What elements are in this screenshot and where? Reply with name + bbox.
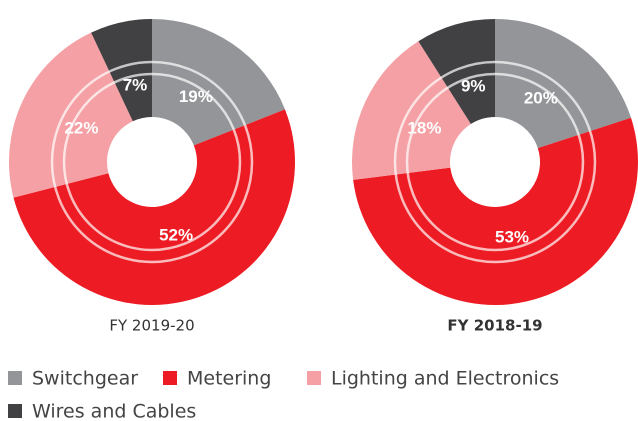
data-label: 19%: [179, 87, 213, 106]
donut-slice: [91, 19, 152, 122]
donut-slice: [495, 19, 632, 149]
data-label: 18%: [407, 118, 441, 137]
data-label: 52%: [159, 226, 193, 245]
donut-slice: [352, 41, 471, 180]
donut-slice: [152, 19, 285, 146]
legend-swatch: [163, 371, 177, 385]
donut-slice: [8, 32, 133, 198]
ring-line: [50, 60, 254, 264]
ring-line: [405, 72, 585, 252]
data-label: 7%: [123, 75, 148, 94]
donut-slice: [353, 117, 638, 305]
legend-label: Lighting and Electronics: [331, 368, 559, 390]
data-label: 20%: [524, 88, 558, 107]
legend-label: Metering: [187, 368, 271, 390]
chart-title: FY 2018-19: [447, 317, 542, 335]
data-label: 53%: [495, 228, 529, 247]
ring-line: [62, 72, 242, 252]
donut-slice: [13, 109, 295, 305]
legend-swatch: [307, 371, 321, 385]
legend-swatch: [8, 371, 22, 385]
legend-label: Wires and Cables: [32, 401, 196, 421]
data-label: 9%: [461, 77, 486, 96]
legend-swatch: [8, 404, 22, 418]
donut-slice: [418, 19, 495, 125]
ring-line: [393, 60, 597, 264]
data-label: 22%: [64, 118, 98, 137]
chart-title: FY 2019-20: [109, 317, 194, 335]
legend-label: Switchgear: [32, 368, 138, 390]
